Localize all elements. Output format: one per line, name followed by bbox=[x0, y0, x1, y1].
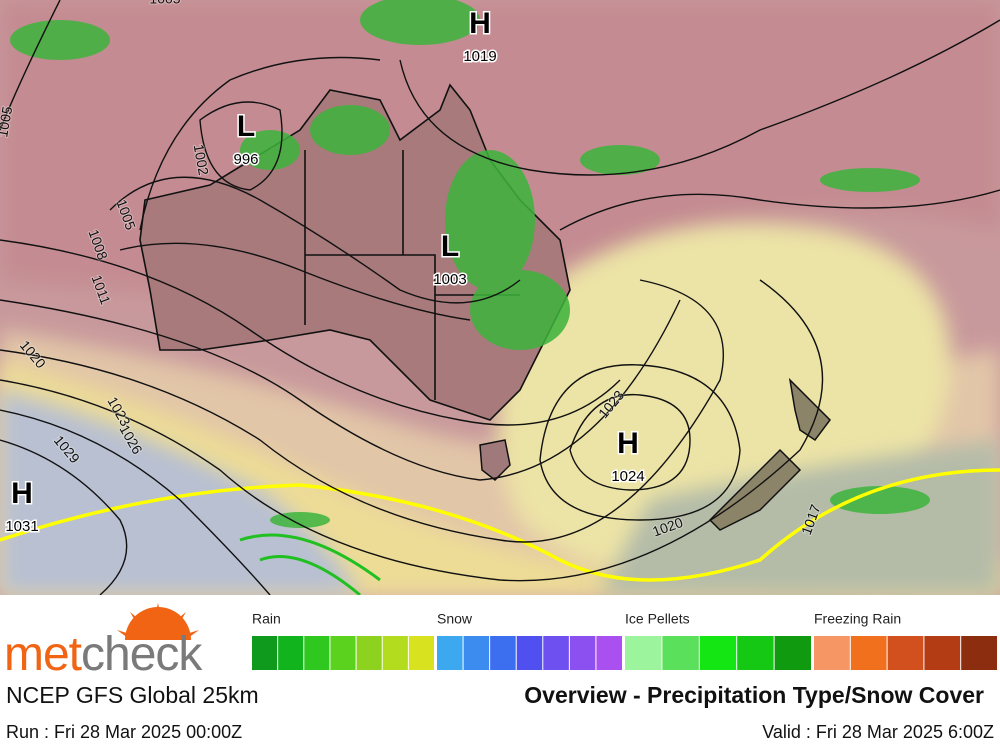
pressure-value: 1003 bbox=[433, 271, 466, 288]
legend-swatch bbox=[662, 636, 699, 670]
legend-label: Ice Pellets bbox=[625, 611, 690, 627]
pressure-value: 1031 bbox=[5, 518, 38, 535]
legend-swatch bbox=[774, 636, 811, 670]
legend-swatch bbox=[304, 636, 330, 670]
pressure-value: 1019 bbox=[463, 48, 496, 65]
legend-swatch bbox=[924, 636, 961, 670]
legend-swatch bbox=[408, 636, 434, 670]
legend-swatch bbox=[252, 636, 278, 670]
legend-swatch bbox=[814, 636, 850, 670]
brand-met: met bbox=[4, 628, 82, 681]
legend-swatch bbox=[330, 636, 356, 670]
legend-swatch bbox=[543, 636, 569, 670]
logo-sun bbox=[117, 603, 199, 640]
legend-swatch bbox=[699, 636, 737, 670]
legend-swatch bbox=[437, 636, 463, 670]
legend-swatch bbox=[625, 636, 662, 670]
legend-swatch bbox=[516, 636, 543, 670]
brand-check: check bbox=[81, 628, 203, 681]
legend-label: Rain bbox=[252, 611, 281, 627]
legend-swatch bbox=[278, 636, 304, 670]
legend-swatch bbox=[382, 636, 408, 670]
legend-swatch bbox=[356, 636, 382, 670]
legend-swatch bbox=[596, 636, 622, 670]
legend-swatch bbox=[463, 636, 490, 670]
pressure-value: 1024 bbox=[611, 468, 644, 485]
isobar-label: 1002 bbox=[191, 143, 212, 177]
run-time: Run : Fri 28 Mar 2025 00:00Z bbox=[6, 722, 242, 742]
pressure-value: 996 bbox=[233, 151, 258, 168]
model: NCEP GFS Global 25km bbox=[6, 682, 259, 708]
legend-swatch bbox=[850, 636, 887, 670]
isobar-label: 1005 bbox=[149, 0, 180, 7]
legend-label: Freezing Rain bbox=[814, 611, 901, 627]
pressure-type: H bbox=[469, 7, 491, 40]
pressure-type: L bbox=[237, 110, 255, 143]
legend-swatch bbox=[569, 636, 596, 670]
map bbox=[0, 0, 1000, 597]
legend-swatch bbox=[961, 636, 997, 670]
pressure-type: H bbox=[11, 477, 33, 510]
brand: metcheck bbox=[4, 628, 203, 681]
legend-label: Snow bbox=[437, 611, 473, 627]
legend: Rain Snow Ice Pellets Freezing Rain bbox=[252, 611, 997, 670]
legend-swatch bbox=[490, 636, 516, 670]
isobars bbox=[0, 0, 1000, 596]
pressure-type: L bbox=[441, 230, 459, 263]
legend-swatch bbox=[737, 636, 774, 670]
chart-title: Overview - Precipitation Type/Snow Cover bbox=[524, 682, 984, 708]
valid-time: Valid : Fri 28 Mar 2025 6:00Z bbox=[762, 722, 994, 742]
pressure-type: H bbox=[617, 427, 639, 460]
legend-swatch bbox=[887, 636, 924, 670]
